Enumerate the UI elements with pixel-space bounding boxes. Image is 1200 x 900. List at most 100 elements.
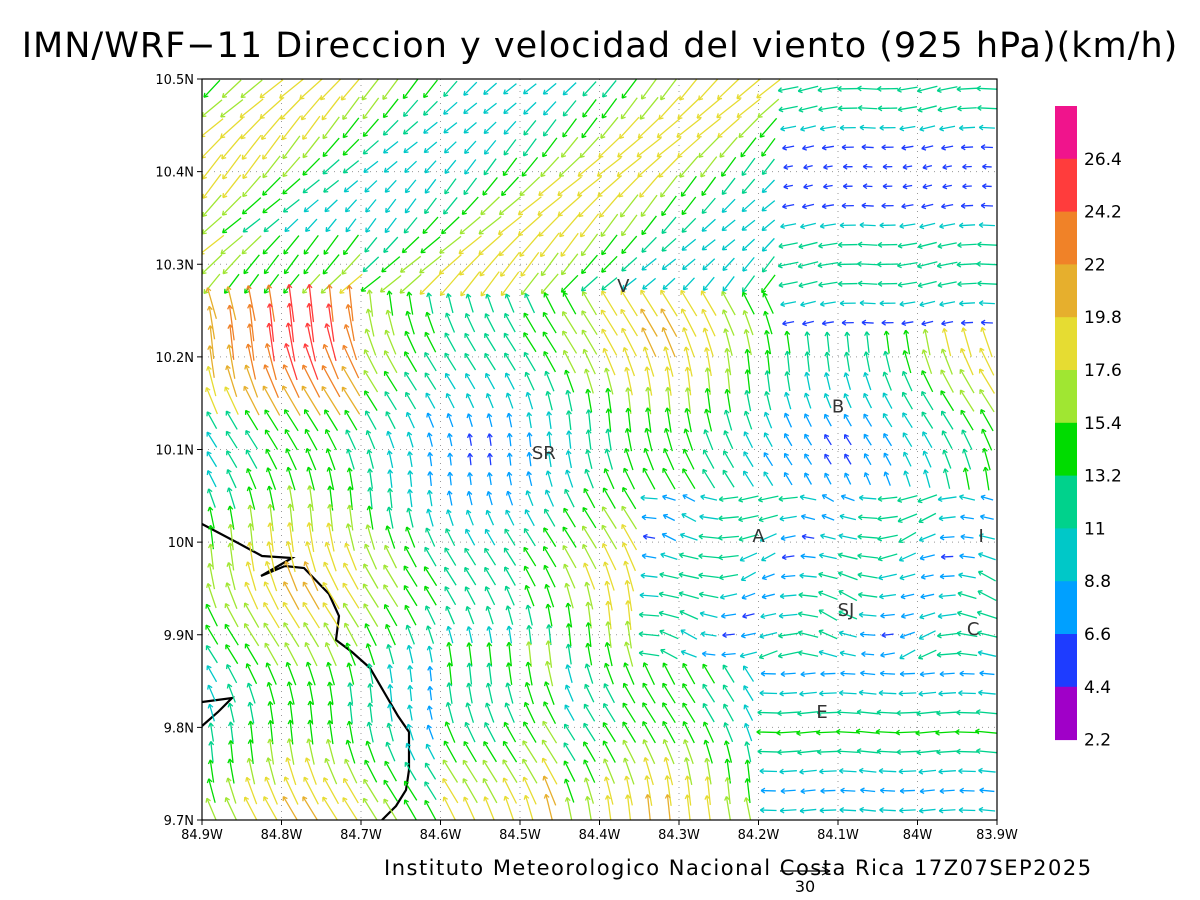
- wind-vector: [917, 649, 937, 660]
- colorbar-label: 15.4: [1084, 414, 1122, 434]
- wind-vector: [563, 778, 575, 803]
- wind-vector: [897, 281, 918, 288]
- wind-vector: [662, 467, 676, 490]
- wind-vector: [386, 643, 395, 665]
- wind-vector: [424, 352, 437, 372]
- wind-vector: [878, 768, 897, 774]
- wind-vector: [285, 661, 297, 686]
- wind-vector: [323, 777, 340, 805]
- wind-vector: [901, 391, 913, 410]
- wind-vector: [863, 453, 872, 466]
- wind-vector: [722, 450, 735, 469]
- wind-vector: [426, 705, 433, 720]
- wind-vector: [562, 311, 578, 335]
- wind-vector: [918, 630, 936, 640]
- wind-vector: [404, 371, 417, 391]
- wind-vector: [583, 368, 594, 394]
- wind-vector: [581, 525, 597, 549]
- wind-vector: [222, 154, 242, 180]
- wind-vector: [603, 662, 614, 685]
- wind-vector: [738, 533, 759, 542]
- wind-vector: [597, 175, 622, 198]
- wind-vector: [778, 105, 798, 113]
- wind-vector: [902, 451, 912, 467]
- wind-vector: [678, 552, 699, 560]
- wind-vector: [601, 524, 618, 550]
- wind-vector: [838, 280, 858, 287]
- wind-vector: [783, 471, 793, 486]
- wind-vector: [918, 533, 936, 542]
- wind-vector: [941, 203, 954, 210]
- wind-vector: [798, 280, 818, 289]
- wind-vector: [306, 738, 315, 765]
- wind-vector: [247, 303, 255, 342]
- wind-vector: [716, 98, 741, 119]
- wind-vector: [739, 651, 757, 659]
- wind-vector: [461, 196, 479, 216]
- wind-vector: [403, 217, 418, 234]
- wind-vector: [208, 722, 215, 742]
- wind-vector: [303, 622, 320, 648]
- wind-vector: [621, 524, 638, 551]
- wind-vector: [224, 623, 239, 646]
- wind-vector: [303, 235, 319, 255]
- wind-vector: [364, 237, 378, 253]
- wind-vector: [486, 472, 493, 486]
- wind-vector: [860, 787, 876, 794]
- wind-vector: [362, 97, 380, 120]
- wind-vector: [266, 322, 275, 362]
- wind-vector: [760, 787, 776, 794]
- wind-vector: [346, 284, 354, 322]
- wind-vector: [863, 472, 872, 486]
- wind-vector: [585, 449, 593, 469]
- wind-vector: [858, 767, 877, 774]
- wind-vector: [917, 241, 937, 250]
- wind-vector: [680, 289, 698, 317]
- wind-vector: [224, 386, 239, 415]
- wind-vector: [784, 350, 791, 373]
- wind-vector: [979, 347, 995, 376]
- wind-vector: [624, 580, 633, 612]
- wind-vector: [662, 682, 676, 704]
- wind-vector: [975, 709, 997, 715]
- wind-vector: [819, 301, 836, 307]
- wind-vector: [639, 96, 659, 120]
- wind-vector: [545, 390, 553, 411]
- wind-vector: [439, 235, 462, 254]
- wind-vector: [523, 721, 537, 743]
- wind-vector: [360, 275, 381, 292]
- wind-vector: [938, 515, 956, 522]
- wind-vector: [899, 670, 915, 677]
- wind-vector: [600, 213, 619, 237]
- wind-vector: [306, 681, 315, 705]
- wind-vector: [562, 100, 577, 117]
- wind-vector: [784, 371, 791, 392]
- wind-vector: [484, 702, 495, 723]
- wind-vector: [899, 223, 916, 229]
- wind-vector: [601, 255, 618, 273]
- wind-vector: [756, 79, 781, 99]
- wind-vector: [958, 807, 976, 814]
- wind-vector: [483, 82, 498, 96]
- wind-vector: [881, 144, 894, 151]
- wind-vector: [857, 260, 879, 267]
- wind-vector: [266, 485, 275, 511]
- wind-vector: [816, 710, 839, 717]
- wind-vector: [804, 331, 811, 353]
- wind-vector: [284, 409, 299, 432]
- wind-vector: [302, 157, 321, 176]
- wind-vector: [424, 546, 437, 567]
- wind-vector: [523, 332, 537, 353]
- wind-vector: [544, 583, 555, 608]
- wind-vector: [303, 343, 319, 380]
- wind-vector: [585, 409, 592, 431]
- wind-vector: [441, 216, 460, 235]
- wind-vector: [645, 386, 652, 415]
- wind-vector: [744, 741, 752, 762]
- wind-vector: [227, 304, 235, 341]
- wind-vector: [623, 662, 635, 685]
- wind-vector: [857, 104, 878, 111]
- wind-vector: [327, 720, 334, 745]
- colorbar-segment: [1055, 422, 1077, 477]
